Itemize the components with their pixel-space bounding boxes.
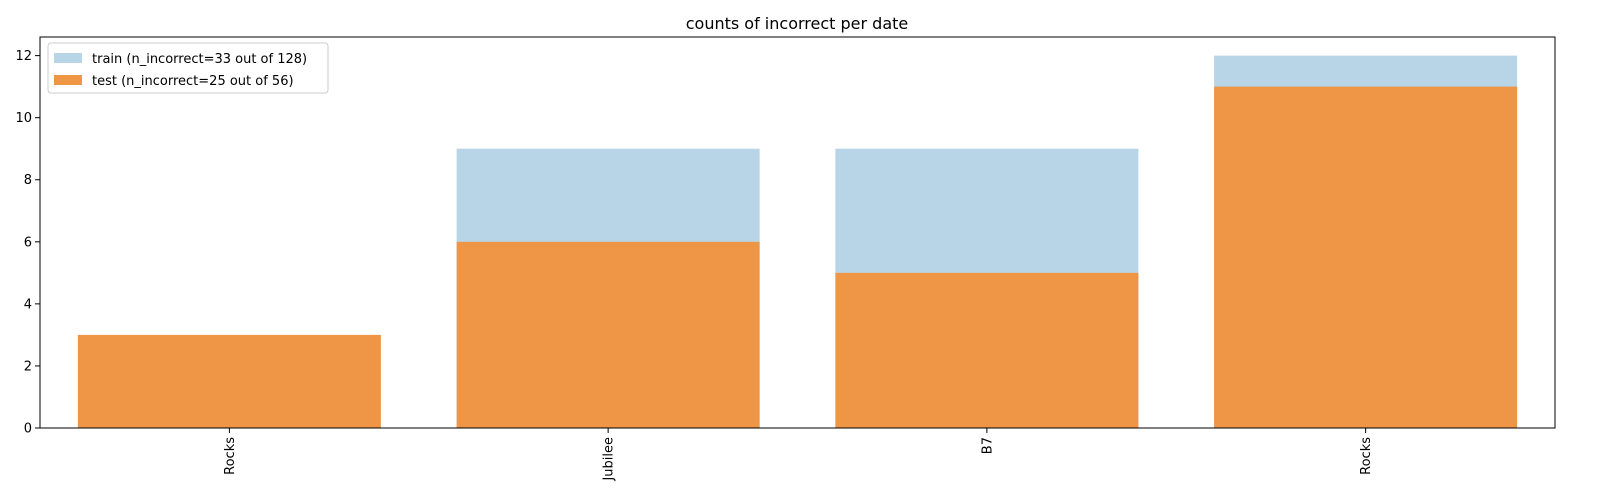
x-tick-label: Jubilee (602, 437, 617, 482)
y-tick-label: 6 (24, 235, 32, 250)
y-tick-label: 8 (24, 173, 32, 188)
bar-series-1-2 (835, 272, 1139, 428)
y-tick-label: 10 (15, 111, 32, 126)
y-tick-label: 4 (24, 297, 32, 312)
legend-label-0: train (n_incorrect=33 out of 128) (92, 52, 307, 67)
y-tick-label: 2 (24, 359, 32, 374)
legend-swatch-1 (54, 75, 82, 85)
x-tick-label: Rocks (223, 437, 238, 475)
x-tick-label: B7 (980, 437, 995, 454)
legend-box (47, 42, 329, 94)
legend: train (n_incorrect=33 out of 128) test (n… (47, 42, 329, 94)
y-tick-label: 0 (24, 422, 32, 437)
bars-layer (77, 55, 1518, 429)
x-tick-label: Rocks (1359, 437, 1374, 475)
bar-series-1-3 (1214, 86, 1518, 429)
chart-title: counts of incorrect per date (686, 14, 909, 33)
bar-series-1-0 (77, 334, 381, 428)
bar-series-1-1 (456, 241, 760, 428)
legend-label-1: test (n_incorrect=25 out of 56) (92, 74, 294, 89)
legend-swatch-0 (54, 53, 82, 63)
axes-layer: 0 2 4 6 8 10 12 Rocks Jubilee B7 Rocks (15, 36, 1556, 482)
plot-frame (39, 36, 1556, 429)
y-tick-label: 12 (15, 49, 32, 64)
series-1-bars (77, 86, 1518, 429)
